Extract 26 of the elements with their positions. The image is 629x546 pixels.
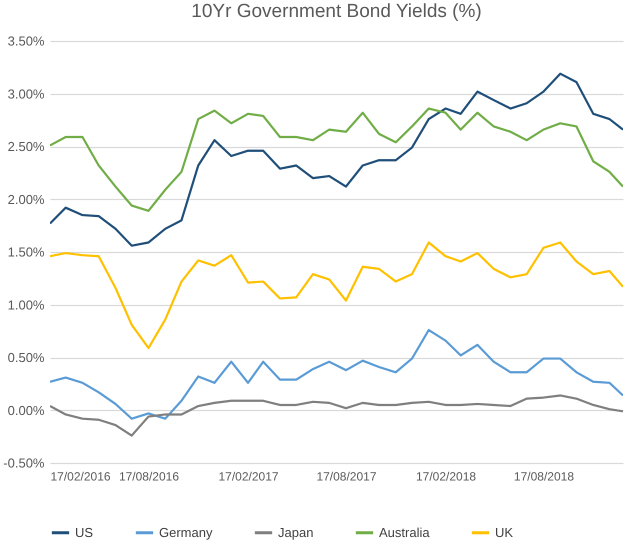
y-tick-label: -0.50% xyxy=(3,456,45,470)
x-tick-label: 17/08/2016 xyxy=(118,470,180,484)
y-tick-label: 1.00% xyxy=(8,297,45,312)
y-tick-label: 2.50% xyxy=(8,139,45,154)
line-series xyxy=(50,107,623,212)
y-tick-label: 2.00% xyxy=(8,192,45,207)
legend-label: UK xyxy=(495,524,514,540)
x-tick-label: 17/02/2017 xyxy=(218,470,279,484)
y-tick-label: 1.50% xyxy=(8,244,45,260)
legend-label: Japan xyxy=(278,524,314,540)
line-series xyxy=(50,72,623,247)
y-tick-label: 0.00% xyxy=(8,402,45,418)
legend-label: Germany xyxy=(159,524,213,540)
x-tick-label: 17/02/2018 xyxy=(416,470,476,484)
legend-label: Australia xyxy=(379,524,430,540)
line-series xyxy=(50,241,623,350)
line-series xyxy=(50,328,623,420)
y-tick-label: 3.00% xyxy=(8,86,45,102)
chart-title: 10Yr Government Bond Yields (%) xyxy=(191,1,482,22)
y-tick-label: 3.50% xyxy=(8,34,45,48)
line-series xyxy=(50,394,623,437)
x-tick-label: 17/08/2017 xyxy=(316,470,377,484)
y-tick-label: 0.50% xyxy=(8,350,45,365)
legend-label: US xyxy=(75,524,94,540)
x-tick-label: 17/02/2016 xyxy=(50,470,111,484)
x-tick-label: 17/08/2018 xyxy=(514,470,574,484)
